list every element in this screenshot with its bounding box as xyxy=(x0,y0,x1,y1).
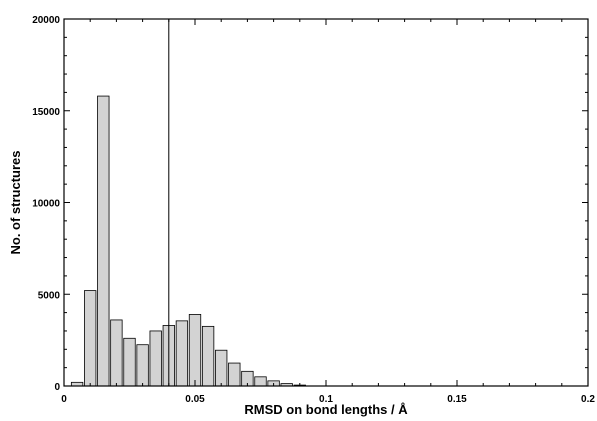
histogram-bar xyxy=(228,362,241,387)
x-tick-label: 0.2 xyxy=(581,394,595,405)
histogram-bar xyxy=(123,337,136,387)
histogram-bar xyxy=(84,290,97,387)
y-tick-label: 20000 xyxy=(32,15,60,26)
x-tick-label: 0.15 xyxy=(447,394,467,405)
y-tick-label: 15000 xyxy=(32,107,60,118)
axis-tick-labels: 0 0.05 0.1 0.15 0.2 0 5000 10000 15000 20000 xyxy=(32,15,595,405)
bars-group xyxy=(70,95,306,387)
y-tick-label: 10000 xyxy=(32,199,60,210)
histogram-bar xyxy=(201,325,215,387)
y-tick-label: 5000 xyxy=(38,290,61,301)
histogram-bar xyxy=(149,330,162,387)
plot-frame xyxy=(63,18,589,387)
histogram-bar xyxy=(110,319,123,387)
y-tick-label: 0 xyxy=(54,382,60,393)
histogram-bar xyxy=(136,344,149,387)
histogram-bar xyxy=(175,320,189,387)
histogram-bar xyxy=(215,349,228,387)
histogram-bar xyxy=(188,314,202,387)
axis-ticks xyxy=(63,18,589,387)
histogram-bar xyxy=(254,376,267,387)
x-tick-label: 0.05 xyxy=(185,394,205,405)
x-tick-label: 0 xyxy=(61,394,67,405)
y-axis-title: No. of structures xyxy=(8,150,23,254)
x-axis-title: RMSD on bond lengths / Å xyxy=(244,402,408,417)
histogram-bar xyxy=(97,95,110,387)
x-tick-label: 0.1 xyxy=(319,394,333,405)
